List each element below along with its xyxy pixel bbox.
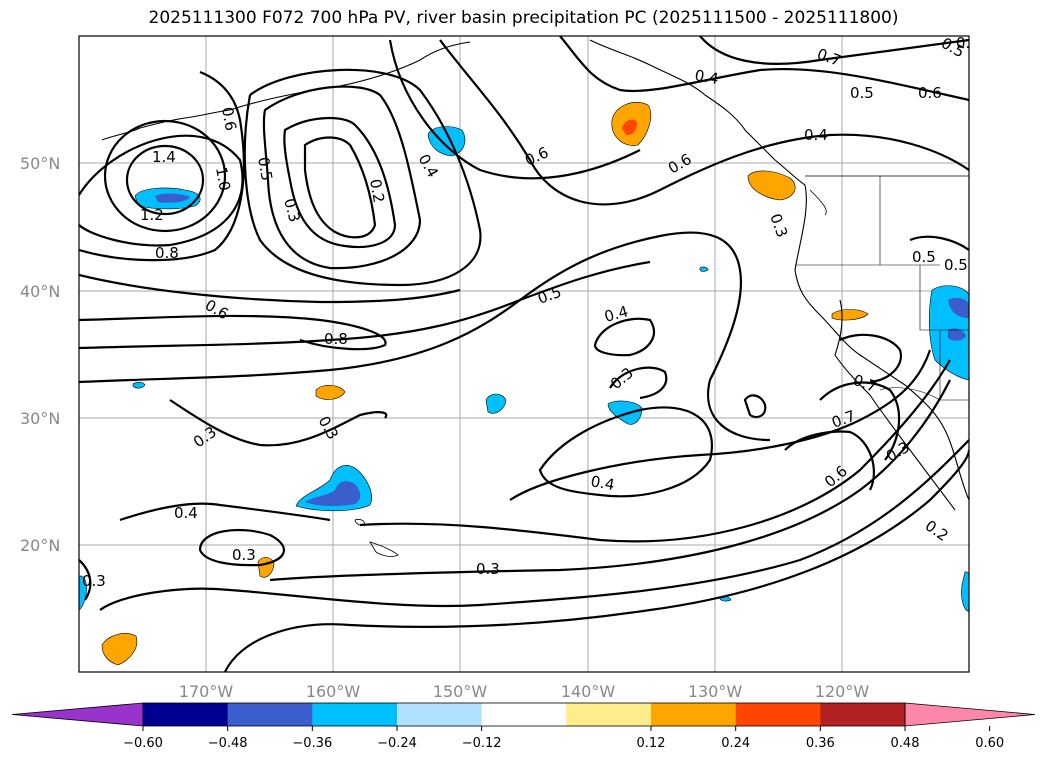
colorbar-tick-label: −0.36	[292, 736, 332, 751]
lon-label: 170°W	[179, 682, 234, 701]
colorbar-tick-label: 0.60	[975, 736, 1004, 751]
lat-label: 50°N	[20, 154, 60, 173]
latitude-labels: 50°N 40°N 30°N 20°N	[20, 154, 60, 555]
lat-label: 20°N	[20, 536, 60, 555]
colorbar-tick-label: −0.48	[208, 736, 248, 751]
pv-contours	[79, 36, 969, 672]
map-title: 2025111300 F072 700 hPa PV, river basin …	[148, 8, 899, 28]
graticule	[79, 36, 969, 672]
contour-label: 1.4	[152, 148, 176, 166]
colorbar-segment	[481, 703, 567, 726]
colorbar-tick-label: 0.36	[806, 736, 835, 751]
coastlines	[101, 39, 969, 557]
colorbar-segment	[397, 703, 483, 726]
contour-label: 0.5	[254, 156, 276, 183]
lon-label: 140°W	[561, 682, 616, 701]
contour-label: 0.4	[602, 302, 630, 326]
colorbar-ticks: −0.60 −0.48 −0.36 −0.24 −0.12 0.12 0.24 0.36 0.4…	[123, 726, 1004, 751]
contour-label: 0.3	[280, 196, 304, 224]
colorbar-tick-label: 0.24	[721, 736, 750, 751]
lon-label: 160°W	[306, 682, 361, 701]
colorbar-segment	[312, 703, 398, 726]
contour-label: 1.2	[140, 206, 164, 224]
contour-label: 1.0	[212, 166, 234, 193]
contour-label: 0.3	[476, 560, 500, 578]
contour-label: 0.4	[693, 66, 720, 88]
colorbar-segment	[820, 703, 906, 726]
colorbar-extend-low	[11, 702, 144, 727]
contour-label: 0.5	[944, 256, 968, 274]
precipitation-shading	[79, 101, 969, 666]
contour-label: 0.3	[232, 546, 256, 564]
colorbar-segment	[735, 703, 821, 726]
contour-label: 0.6	[918, 84, 942, 102]
contour-label: 0.6	[956, 34, 980, 52]
contour-label: 0.4	[804, 126, 828, 144]
contour-label: 0.8	[324, 330, 348, 348]
lon-label: 120°W	[815, 682, 870, 701]
colorbar-segment	[651, 703, 737, 726]
map-frame	[78, 35, 970, 673]
colorbar-outline	[142, 702, 906, 727]
contour-label: 0.3	[82, 572, 106, 590]
colorbar-tick-label: −0.60	[123, 736, 163, 751]
contour-label: 0.5	[850, 84, 874, 102]
lon-label: 150°W	[433, 682, 488, 701]
lat-label: 30°N	[20, 409, 60, 428]
contour-label: 0.6	[218, 106, 240, 133]
colorbar-segment	[566, 703, 652, 726]
colorbar-tick-label: −0.12	[462, 736, 502, 751]
contour-label: 0.5	[912, 248, 936, 266]
colorbar-tick-label: 0.12	[637, 736, 666, 751]
contour-label: 0.4	[174, 504, 198, 522]
colorbar-segment	[227, 703, 313, 726]
contour-label: 0.8	[155, 244, 179, 262]
colorbar	[11, 702, 1036, 727]
lat-label: 40°N	[20, 282, 60, 301]
contour-label: 0.2	[366, 178, 388, 205]
colorbar-tick-label: −0.24	[377, 736, 417, 751]
lon-label: 130°W	[688, 682, 743, 701]
colorbar-tick-label: 0.48	[891, 736, 920, 751]
longitude-labels: 170°W 160°W 150°W 140°W 130°W 120°W	[179, 682, 870, 701]
colorbar-extend-high	[904, 702, 1036, 727]
colorbar-segment	[143, 703, 229, 726]
contour-label: 0.4	[589, 472, 616, 494]
